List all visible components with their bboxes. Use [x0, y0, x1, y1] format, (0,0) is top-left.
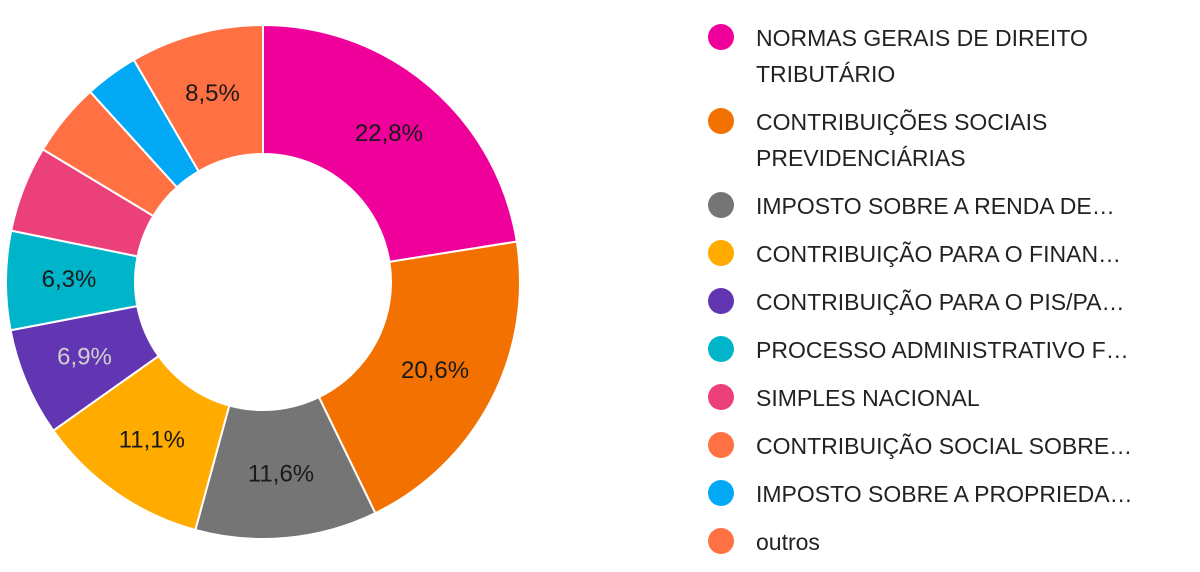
- legend-swatch-icon: [708, 384, 734, 410]
- legend-item[interactable]: IMPOSTO SOBRE A RENDA DE…: [708, 188, 1188, 224]
- legend-label: CONTRIBUIÇÃO PARA O PIS/PA…: [756, 289, 1125, 315]
- pie-slice: [132, 23, 264, 173]
- legend-swatch-icon: [708, 108, 734, 134]
- slice-value-label: 11,1%: [119, 426, 185, 453]
- legend-label: PROCESSO ADMINISTRATIVO F…: [756, 337, 1129, 363]
- legend-item[interactable]: IMPOSTO SOBRE A PROPRIEDA…: [708, 476, 1188, 512]
- legend-item[interactable]: PROCESSO ADMINISTRATIVO F…: [708, 332, 1188, 368]
- legend-swatch-icon: [708, 240, 734, 266]
- slice-value-label: 8,5%: [185, 80, 240, 107]
- legend-item[interactable]: outros: [708, 524, 1188, 560]
- legend-label: IMPOSTO SOBRE A RENDA DE…: [756, 193, 1115, 219]
- legend-item[interactable]: CONTRIBUIÇÃO PARA O PIS/PA…: [708, 284, 1188, 320]
- slice-value-label: 6,3%: [42, 266, 97, 293]
- legend-label: NORMAS GERAIS DE DIREITO TRIBUTÁRIO: [756, 25, 1088, 87]
- legend-swatch-icon: [708, 432, 734, 458]
- chart-legend: NORMAS GERAIS DE DIREITO TRIBUTÁRIO CONTR…: [708, 20, 1188, 572]
- legend-label: outros: [756, 529, 820, 555]
- legend-label: CONTRIBUIÇÕES SOCIAIS PREVIDENCIÁRIAS: [756, 109, 1048, 171]
- donut-chart: 22,8% 20,6% 11,6% 11,1% 6,9% 6,3% 8,5%: [0, 0, 540, 554]
- legend-label: IMPOSTO SOBRE A PROPRIEDA…: [756, 481, 1133, 507]
- legend-item[interactable]: CONTRIBUIÇÃO SOCIAL SOBRE…: [708, 428, 1188, 464]
- legend-swatch-icon: [708, 192, 734, 218]
- donut-svg: 22,8% 20,6% 11,6% 11,1% 6,9% 6,3% 8,5%: [5, 23, 521, 540]
- legend-swatch-icon: [708, 480, 734, 506]
- legend-label: SIMPLES NACIONAL: [756, 385, 980, 411]
- slice-value-label: 20,6%: [401, 357, 469, 384]
- legend-swatch-icon: [708, 528, 734, 554]
- slice-value-label: 22,8%: [355, 120, 423, 147]
- pie-slice: [317, 240, 521, 515]
- legend-item[interactable]: SIMPLES NACIONAL: [708, 380, 1188, 416]
- legend-swatch-icon: [708, 288, 734, 314]
- legend-item[interactable]: NORMAS GERAIS DE DIREITO TRIBUTÁRIO: [708, 20, 1188, 92]
- legend-label: CONTRIBUIÇÃO PARA O FINAN…: [756, 241, 1122, 267]
- legend-item[interactable]: CONTRIBUIÇÃO PARA O FINAN…: [708, 236, 1188, 272]
- legend-item[interactable]: CONTRIBUIÇÕES SOCIAIS PREVIDENCIÁRIAS: [708, 104, 1188, 176]
- legend-label: CONTRIBUIÇÃO SOCIAL SOBRE…: [756, 433, 1133, 459]
- legend-swatch-icon: [708, 336, 734, 362]
- pie-slice: [262, 23, 518, 264]
- slice-value-label: 11,6%: [248, 461, 314, 488]
- legend-swatch-icon: [708, 24, 734, 50]
- slice-value-label: 6,9%: [57, 343, 112, 370]
